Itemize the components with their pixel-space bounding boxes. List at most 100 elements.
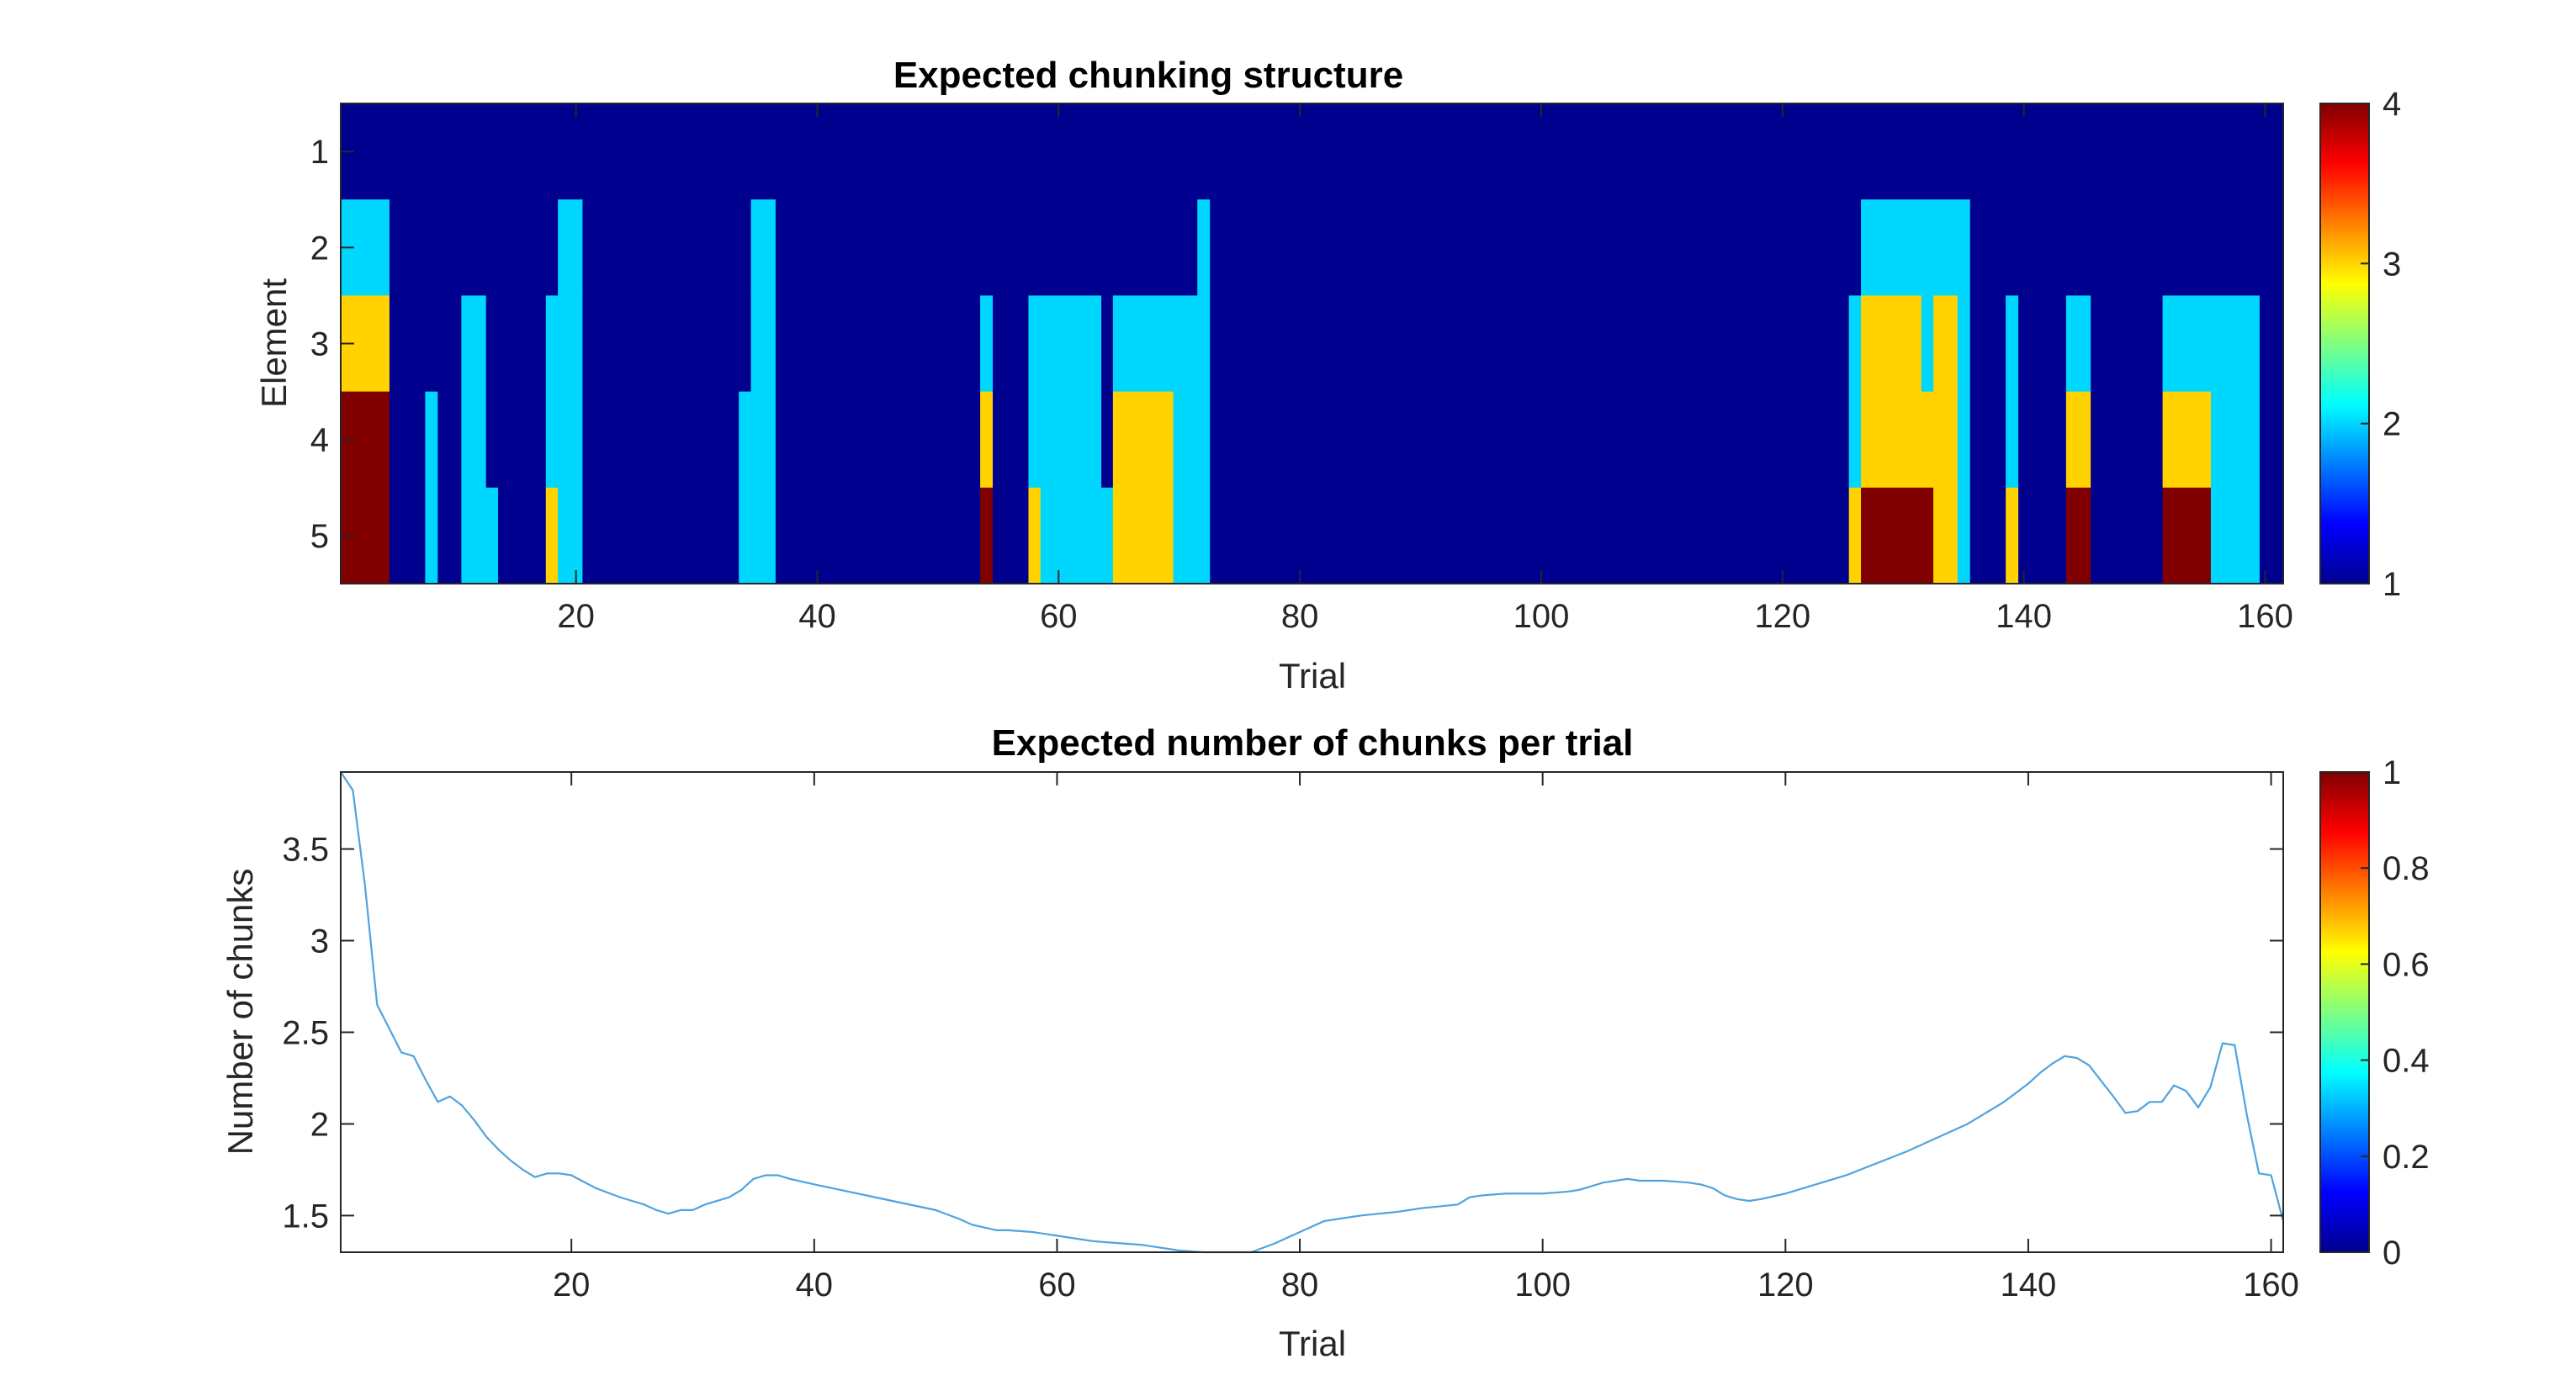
heat-cell	[1957, 487, 1970, 584]
heatmap-x-ticks: 20 40 60 80 100 120 140 160	[557, 103, 2293, 635]
colorbar-tick-label: 2	[2383, 406, 2401, 443]
heat-cell	[1933, 487, 1959, 584]
y-tick-label: 2.5	[282, 1014, 329, 1051]
line-x-label: Trial	[1279, 1324, 1346, 1363]
heat-cell	[1861, 295, 1922, 393]
y-tick-label: 5	[310, 518, 329, 555]
heat-cell	[558, 391, 583, 489]
heat-cell	[750, 199, 776, 296]
line-title: Expected number of chunks per trial	[992, 722, 1634, 764]
heat-cell	[2210, 487, 2260, 584]
colorbar-tick-label: 0.2	[2383, 1139, 2430, 1176]
colorbar-tick-label: 1	[2383, 566, 2401, 603]
heat-cell	[1112, 295, 1211, 393]
heat-cell	[980, 295, 994, 393]
y-tick-label: 2	[310, 1106, 329, 1143]
heat-cell	[750, 391, 776, 489]
heat-cell	[1040, 487, 1102, 584]
y-tick-label: 1	[310, 134, 329, 171]
heat-cell	[425, 487, 438, 584]
heat-cell	[2210, 391, 2260, 489]
heat-cell	[2065, 295, 2091, 393]
heat-cell	[739, 487, 752, 584]
heat-cell	[2006, 391, 2019, 489]
x-tick-label: 40	[798, 598, 836, 635]
heat-cell	[1861, 199, 1970, 296]
heat-cell	[1848, 295, 1862, 393]
y-tick-label: 4	[310, 422, 329, 459]
heat-cell	[980, 391, 994, 489]
heat-cell	[980, 487, 994, 584]
heatmap-colorbar-ticks: 1 2 3 4	[2361, 86, 2401, 603]
line-colorbar	[2319, 771, 2370, 1253]
x-tick-label: 40	[796, 1267, 834, 1304]
heatmap-colorbar	[2319, 103, 2370, 584]
x-tick-label: 60	[1038, 1267, 1076, 1304]
line-plot-area	[341, 772, 2283, 1252]
heat-cell	[485, 487, 499, 584]
heat-cell	[1173, 487, 1211, 584]
x-tick-label: 20	[557, 598, 595, 635]
line-panel: Expected number of chunks per trial 20 40…	[220, 722, 2430, 1363]
heat-cell	[1173, 391, 1211, 489]
x-tick-label: 100	[1513, 598, 1570, 635]
heat-cell	[1848, 487, 1862, 584]
line-y-label: Number of chunks	[220, 869, 260, 1156]
heat-cell	[1028, 391, 1102, 489]
colorbar-tick-label: 0.4	[2383, 1043, 2430, 1080]
heatmap-cells	[341, 199, 2260, 584]
heat-cell	[1028, 487, 1042, 584]
heat-cell	[425, 391, 438, 489]
heatmap-panel: Expected chunking structure 20 40 60 80 100 1…	[254, 55, 2401, 695]
heat-cell	[1861, 391, 1959, 489]
heat-cell	[2006, 487, 2019, 584]
heat-cell	[558, 295, 583, 393]
x-tick-label: 80	[1281, 1267, 1319, 1304]
line-x-ticks: 20 40 60 80 100 120 140 160	[553, 772, 2299, 1304]
heat-cell	[1028, 295, 1102, 393]
x-tick-label: 120	[1757, 1267, 1814, 1304]
x-tick-label: 80	[1281, 598, 1319, 635]
heat-cell	[2006, 295, 2019, 393]
heat-cell	[461, 487, 486, 584]
heatmap-title: Expected chunking structure	[893, 55, 1403, 96]
colorbar-tick-label: 0	[2383, 1235, 2401, 1272]
x-tick-label: 60	[1040, 598, 1078, 635]
heat-cell	[750, 295, 776, 393]
x-tick-label: 120	[1754, 598, 1810, 635]
heat-cell	[558, 199, 583, 296]
heat-cell	[2162, 487, 2212, 584]
y-tick-label: 1.5	[282, 1198, 329, 1235]
heat-cell	[2065, 391, 2091, 489]
heat-cell	[750, 487, 776, 584]
heat-cell	[1112, 391, 1174, 489]
colorbar-tick-label: 3	[2383, 246, 2401, 283]
heat-cell	[1100, 487, 1114, 584]
heatmap-x-label: Trial	[1279, 656, 1346, 695]
colorbar-tick-label: 0.8	[2383, 850, 2430, 887]
x-tick-label: 160	[2243, 1267, 2299, 1304]
heat-cell	[545, 295, 559, 393]
line-frame	[340, 771, 2284, 1253]
x-tick-label: 140	[2001, 1267, 2057, 1304]
x-tick-label: 20	[553, 1267, 591, 1304]
y-tick-label: 2	[310, 230, 329, 267]
heat-cell	[1957, 295, 1970, 393]
series-line	[340, 771, 2285, 1254]
colorbar-tick-label: 1	[2383, 754, 2401, 791]
y-tick-label: 3	[310, 923, 329, 960]
heat-cell	[461, 391, 486, 489]
x-tick-label: 100	[1514, 1267, 1571, 1304]
heat-cell	[1848, 391, 1862, 489]
heat-cell	[2162, 295, 2260, 393]
heatmap-background	[341, 103, 2283, 584]
y-tick-label: 3	[310, 326, 329, 363]
colorbar-tick-label: 4	[2383, 86, 2401, 123]
heat-cell	[2162, 391, 2212, 489]
heat-cell	[1861, 487, 1934, 584]
x-tick-label: 140	[1996, 598, 2052, 635]
heat-cell	[1921, 295, 1934, 393]
heat-cell	[1112, 487, 1174, 584]
heat-cell	[461, 295, 486, 393]
